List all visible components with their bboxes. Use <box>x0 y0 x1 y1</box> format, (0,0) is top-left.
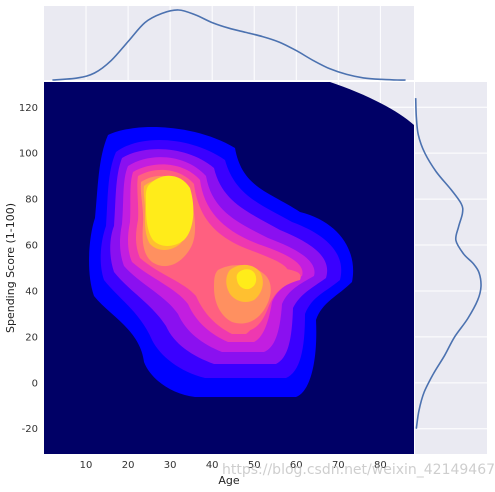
x-tick-label: 20 <box>122 460 135 471</box>
top-marginal-panel <box>44 6 414 81</box>
y-tick-label: 60 <box>25 241 38 252</box>
y-tick-label: 100 <box>19 149 38 160</box>
y-axis-label: Spending Score (1-100) <box>4 203 17 333</box>
watermark-text: https://blog.csdn.net/weixin_42149467 <box>222 462 495 478</box>
right-marginal-panel <box>414 82 487 454</box>
kde-joint-panel <box>44 82 414 454</box>
y-axis-ticks: -20 0 20 40 60 80 100 120 <box>19 103 38 435</box>
x-tick-label: 60 <box>290 460 303 471</box>
kde-level-9b <box>236 269 257 290</box>
y-marginal-kde-curve <box>414 98 482 429</box>
x-axis-ticks: 10 20 30 40 50 60 70 80 <box>80 460 387 471</box>
x-tick-label: 30 <box>164 460 177 471</box>
kde-level-9 <box>145 175 194 246</box>
x-tick-label: 10 <box>80 460 93 471</box>
x-tick-label: 50 <box>248 460 261 471</box>
y-tick-label: 0 <box>32 378 38 389</box>
x-tick-label: 80 <box>374 460 387 471</box>
y-tick-label: 120 <box>19 103 38 114</box>
x-marginal-kde-curve <box>52 9 406 81</box>
y-tick-label: 80 <box>25 195 38 206</box>
x-tick-label: 40 <box>206 460 219 471</box>
y-tick-label: 40 <box>25 286 38 297</box>
y-tick-label: 20 <box>25 332 38 343</box>
x-tick-label: 70 <box>332 460 345 471</box>
x-axis-label: Age <box>218 474 240 487</box>
kde-contour-fills <box>89 127 354 397</box>
y-tick-label: -20 <box>22 424 38 435</box>
